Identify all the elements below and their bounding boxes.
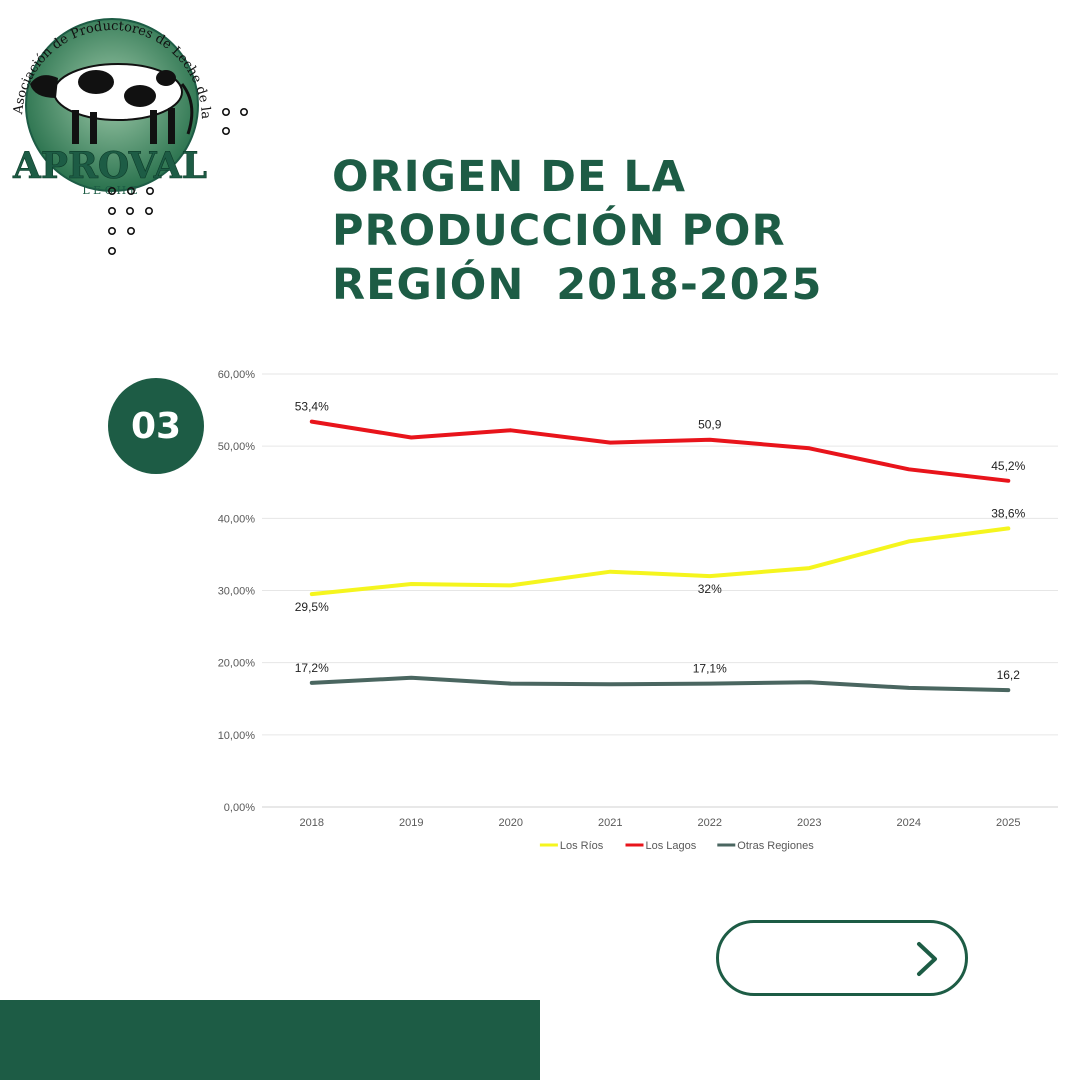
series-line: [309, 526, 1011, 597]
x-tick-label: 2025: [996, 817, 1020, 829]
legend-label: Los Ríos: [560, 840, 604, 852]
x-tick-label: 2018: [300, 817, 324, 829]
cow-icon: [30, 63, 194, 144]
x-tick-label: 2022: [698, 817, 722, 829]
title-line: REGIÓN 2018-2025: [332, 260, 823, 310]
production-line-chart: 0,00% 10,00% 20,00% 30,00% 40,00% 50,00% 60,00…: [218, 369, 1058, 852]
page-number-badge: 03: [108, 378, 204, 474]
series-line: [309, 675, 1011, 693]
y-tick-label: 0,00%: [224, 802, 255, 814]
title-line: ORIGEN DE LA: [332, 152, 687, 202]
legend-label: Los Lagos: [646, 840, 697, 852]
y-tick-label: 40,00%: [218, 513, 256, 525]
data-label: 50,9: [698, 418, 722, 432]
data-label: 17,1%: [693, 662, 727, 676]
title-line: PRODUCCIÓN POR: [332, 206, 786, 256]
y-tick-label: 10,00%: [218, 730, 256, 742]
y-tick-label: 60,00%: [218, 369, 256, 381]
legend-label: Otras Regiones: [737, 840, 814, 852]
page-title: ORIGEN DE LA PRODUCCIÓN POR REGIÓN 2018-…: [332, 150, 1032, 312]
data-label: 53,4%: [295, 400, 329, 414]
y-tick-label: 20,00%: [218, 658, 256, 670]
chevron-right-icon: [917, 942, 937, 976]
decorative-dots: [108, 108, 249, 256]
data-label: 16,2: [997, 668, 1021, 682]
x-tick-label: 2021: [598, 817, 622, 829]
y-tick-label: 30,00%: [218, 586, 256, 598]
next-button[interactable]: [716, 920, 968, 996]
data-label: 38,6%: [991, 506, 1025, 520]
footer-bar: [0, 1000, 540, 1080]
logo-subtitle: L E C H E: [82, 184, 137, 197]
data-label: 45,2%: [991, 459, 1025, 473]
logo-name: APROVAL: [12, 145, 207, 187]
data-label: 17,2%: [295, 661, 329, 675]
series-line: [309, 419, 1011, 483]
data-label: 29,5%: [295, 600, 329, 614]
x-tick-label: 2024: [897, 817, 921, 829]
y-tick-label: 50,00%: [218, 441, 256, 453]
x-tick-label: 2023: [797, 817, 821, 829]
aproval-logo: Asociación de Productores de Leche de la…: [0, 0, 213, 197]
data-label: 32%: [698, 582, 722, 596]
x-tick-label: 2020: [499, 817, 523, 829]
x-tick-label: 2019: [399, 817, 423, 829]
